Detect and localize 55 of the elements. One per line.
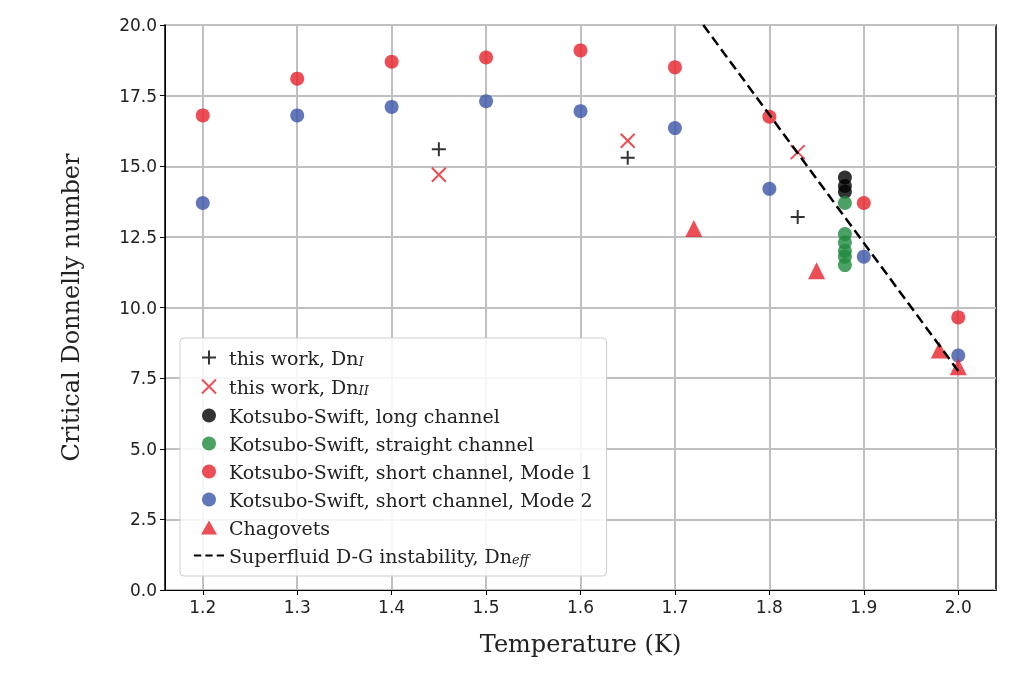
point: [479, 94, 494, 109]
x-tick-label: 1.7: [661, 596, 689, 617]
y-tick-label: 7.5: [129, 368, 157, 389]
point: [951, 348, 966, 363]
point: [384, 54, 399, 69]
point: [837, 195, 852, 210]
legend-label: Kotsubo-Swift, long channel: [229, 404, 500, 427]
point: [789, 144, 806, 161]
x-tick-label: 2.0: [944, 596, 972, 617]
y-tick-label: 15.0: [119, 156, 157, 177]
point: [762, 181, 777, 196]
point: [685, 219, 703, 237]
point: [856, 195, 871, 210]
point: [667, 121, 682, 136]
point: [619, 132, 636, 149]
y-tick-label: 17.5: [119, 85, 157, 106]
point: [619, 149, 636, 166]
legend-label: Kotsubo-Swift, straight channel: [229, 432, 534, 455]
y-tick-label: 10.0: [119, 297, 157, 318]
legend-label: this work, DnI: [229, 346, 365, 369]
point: [430, 166, 447, 183]
point: [195, 195, 210, 210]
x-axis-title: Temperature (K): [479, 630, 682, 658]
legend-label: this work, DnII: [229, 375, 370, 398]
point: [290, 108, 305, 123]
x-tick-label: 1.3: [283, 596, 311, 617]
point: [479, 50, 494, 65]
point: [667, 60, 682, 75]
x-tick-label: 1.8: [755, 596, 783, 617]
point: [430, 141, 447, 158]
y-tick-label: 2.5: [129, 509, 157, 530]
legend-label: Chagovets: [229, 516, 331, 539]
y-axis-title: Critical Donnelly number: [57, 153, 85, 462]
point: [789, 209, 806, 226]
x-tick-label: 1.5: [472, 596, 500, 617]
point: [837, 258, 852, 273]
y-tick-label: 20.0: [119, 15, 157, 35]
legend-label: Superfluid D-G instability, Dneff: [229, 544, 532, 567]
x-tick-label: 1.2: [189, 596, 217, 617]
point: [290, 71, 305, 86]
x-tick-label: 1.4: [378, 596, 406, 617]
y-tick-label: 0.0: [129, 580, 157, 600]
y-tick-label: 12.5: [119, 226, 157, 247]
point: [808, 262, 826, 280]
y-tick-label: 5.0: [129, 438, 157, 459]
point: [573, 104, 588, 119]
x-tick-label: 1.9: [850, 596, 878, 617]
legend-label: Kotsubo-Swift, short channel, Mode 1: [229, 460, 593, 483]
x-tick-label: 1.6: [566, 596, 595, 617]
point: [573, 43, 588, 58]
point: [384, 99, 399, 114]
point: [951, 310, 966, 325]
point: [195, 108, 210, 123]
point: [856, 249, 871, 264]
legend-label: Kotsubo-Swift, short channel, Mode 2: [229, 488, 593, 511]
